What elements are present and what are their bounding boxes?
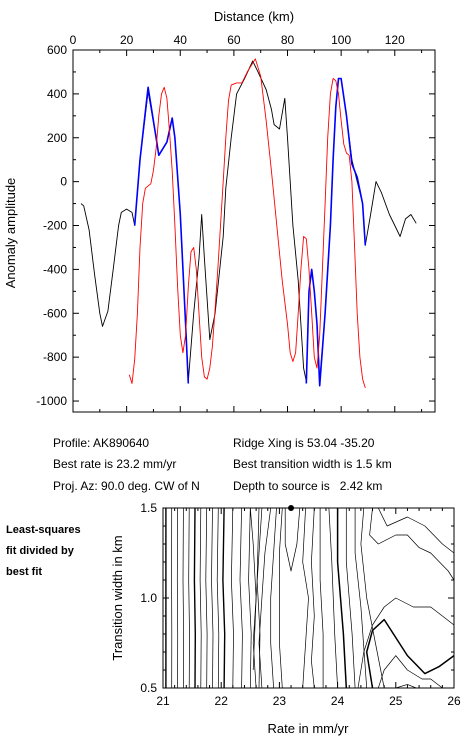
contour-line — [222, 507, 226, 689]
contour-line — [258, 507, 272, 689]
contour-description-line-3: best fit — [6, 566, 43, 578]
contour-line — [302, 507, 309, 689]
contour-line — [231, 507, 234, 689]
contour-line — [256, 507, 261, 689]
best-rate-label: Best rate is 23.2 mm/yr — [53, 457, 177, 471]
contour-line — [377, 507, 455, 554]
red-anomaly-line — [128, 58, 366, 389]
y-tick-label: 0 — [60, 175, 67, 189]
y-axis-ticks: -1000 -800 -600 -400 -200 0 200 400 600 — [36, 43, 435, 408]
blue-anomaly-line — [133, 86, 190, 384]
contour-line — [319, 508, 324, 688]
contour-line — [284, 507, 301, 572]
contour-line — [357, 597, 455, 689]
contour-line — [369, 507, 455, 581]
contour-line — [311, 507, 315, 689]
contour-axis-ticks: 21 22 23 24 25 26 0.5 1.0 1.5 — [140, 501, 461, 708]
contour-x-tick-label: 21 — [156, 694, 170, 708]
y-tick-label: 400 — [47, 87, 67, 101]
contour-x-tick-label: 25 — [389, 694, 403, 708]
ridge-crossing-label: Ridge Xing is 53.04 -35.20 — [233, 436, 375, 450]
contour-line — [239, 507, 243, 689]
best-transition-width-label: Best transition width is 1.5 km — [233, 457, 392, 471]
contour-x-tick-label: 23 — [273, 694, 287, 708]
contour-line — [249, 507, 257, 689]
x-axis-ticks: 0 20 40 60 80 100 120 — [70, 33, 423, 412]
contour-line — [336, 508, 348, 689]
x-tick-label: 40 — [174, 33, 188, 47]
contour-y-axis-title: Transition width in km — [110, 535, 125, 660]
projection-azimuth-label: Proj. Az: 90.0 deg. CW of N — [53, 479, 200, 493]
contour-line — [193, 507, 197, 689]
contour-line — [354, 508, 368, 689]
anomaly-plot-frame — [72, 49, 436, 413]
contour-line — [395, 684, 417, 689]
contour-line — [345, 508, 356, 689]
contour-line — [360, 507, 385, 689]
y-tick-label: 200 — [47, 131, 67, 145]
y-tick-label: -400 — [43, 262, 67, 276]
y-axis-title: Anomaly amplitude — [3, 178, 18, 289]
contour-description-line-1: Least-squares — [6, 524, 81, 536]
contour-line — [328, 507, 338, 689]
contour-line — [216, 507, 220, 689]
contour-x-axis-title: Rate in mm/yr — [268, 721, 350, 736]
contour-line — [188, 507, 190, 689]
y-tick-label: 600 — [47, 43, 67, 57]
contour-line — [248, 507, 252, 689]
contour-line — [182, 507, 184, 689]
contour-line — [270, 507, 277, 689]
y-tick-label: -200 — [43, 219, 67, 233]
contour-x-tick-label: 22 — [215, 694, 229, 708]
contour-y-tick-label: 1.5 — [140, 501, 157, 515]
y-tick-label: -800 — [43, 350, 67, 364]
x-tick-label: 100 — [331, 33, 351, 47]
contour-line — [279, 507, 283, 689]
contour-y-tick-label: 1.0 — [140, 591, 157, 605]
profile-label: Profile: AK890640 — [53, 436, 150, 450]
contour-line — [199, 507, 202, 689]
anomaly-series — [80, 58, 417, 389]
x-axis-title: Distance (km) — [214, 9, 294, 24]
contour-description: Least-squares fit divided by best fit — [6, 520, 81, 583]
x-tick-label: 0 — [70, 33, 77, 47]
contour-x-tick-label: 24 — [331, 694, 345, 708]
contour-line — [211, 507, 214, 689]
depth-to-source-label: Depth to source is 2.42 km — [233, 479, 383, 493]
contour-line — [205, 507, 208, 689]
y-tick-label: -1000 — [36, 394, 67, 408]
x-tick-label: 20 — [120, 33, 134, 47]
contour-lines — [162, 505, 455, 689]
x-tick-label: 80 — [281, 33, 295, 47]
x-tick-label: 60 — [227, 33, 241, 47]
black-anomaly-line — [80, 60, 417, 382]
contour-description-line-2: fit divided by — [6, 545, 74, 557]
contour-line — [377, 655, 443, 689]
y-tick-label: -600 — [43, 306, 67, 320]
contour-y-tick-label: 0.5 — [140, 681, 157, 695]
contour-line — [252, 507, 263, 671]
blue-anomaly-line — [305, 77, 367, 387]
contour-line — [365, 618, 455, 689]
x-tick-label: 120 — [385, 33, 405, 47]
contour-x-tick-label: 26 — [447, 694, 461, 708]
